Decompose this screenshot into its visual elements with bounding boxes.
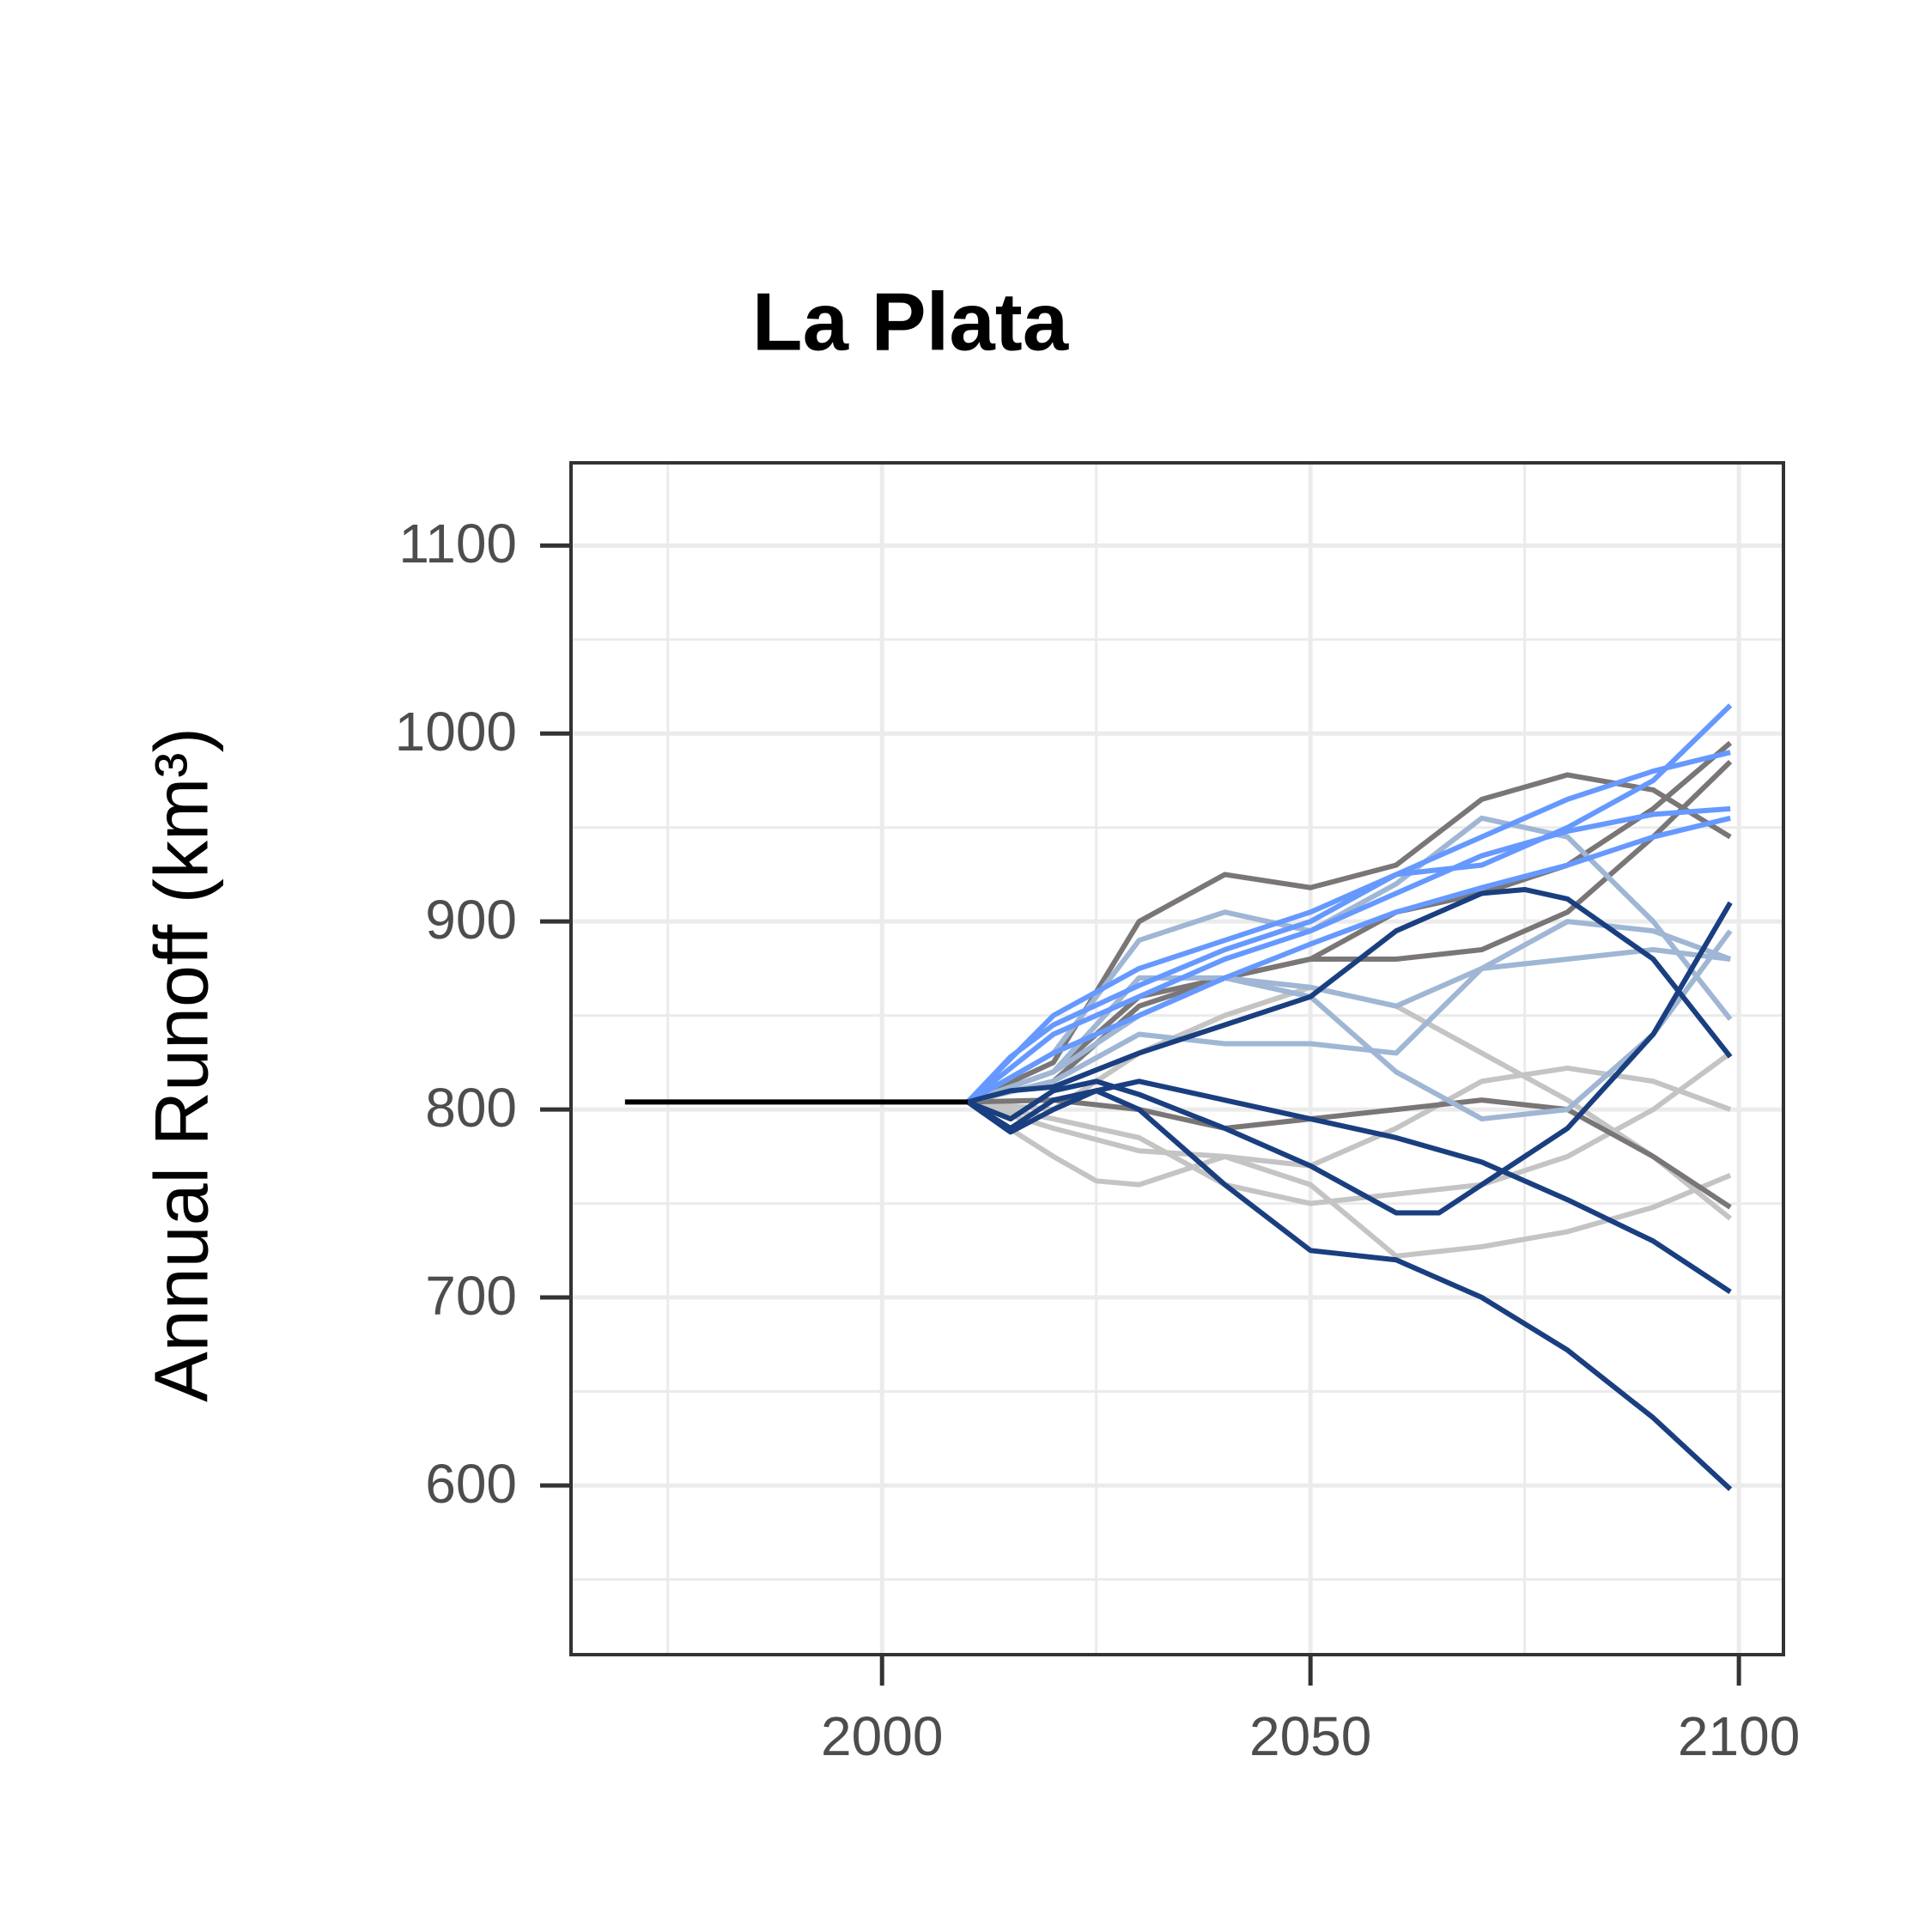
series-line (967, 929, 1733, 1122)
y-tick-label: 700 (425, 1265, 517, 1327)
series-line (965, 750, 1731, 1104)
plot-border (569, 461, 1785, 1656)
y-tick-label: 600 (425, 1453, 517, 1515)
series-line (966, 901, 1733, 1216)
series-line (967, 947, 1731, 1105)
series-line (967, 1097, 1732, 1210)
y-tick-label: 1100 (398, 513, 517, 574)
series-line (967, 886, 1733, 1105)
plot-background (571, 463, 1783, 1655)
x-tick-label: 2100 (1678, 1705, 1800, 1767)
series-line (966, 1078, 1732, 1294)
y-tick-label: 1000 (395, 701, 517, 762)
chart-title: La Plata (752, 276, 1069, 368)
y-axis-label: Annual Runoff (km³) (138, 727, 223, 1402)
x-tick-label: 2000 (821, 1705, 943, 1767)
series-line (966, 1099, 1732, 1259)
y-tick-label: 800 (425, 1077, 517, 1139)
x-tick-label: 2050 (1249, 1705, 1371, 1767)
series-line (966, 815, 1733, 1104)
y-tick-label: 900 (425, 889, 517, 951)
series-line (965, 703, 1733, 1104)
series-line (966, 805, 1731, 1104)
series-line (966, 815, 1731, 1104)
series-line (966, 1088, 1733, 1492)
